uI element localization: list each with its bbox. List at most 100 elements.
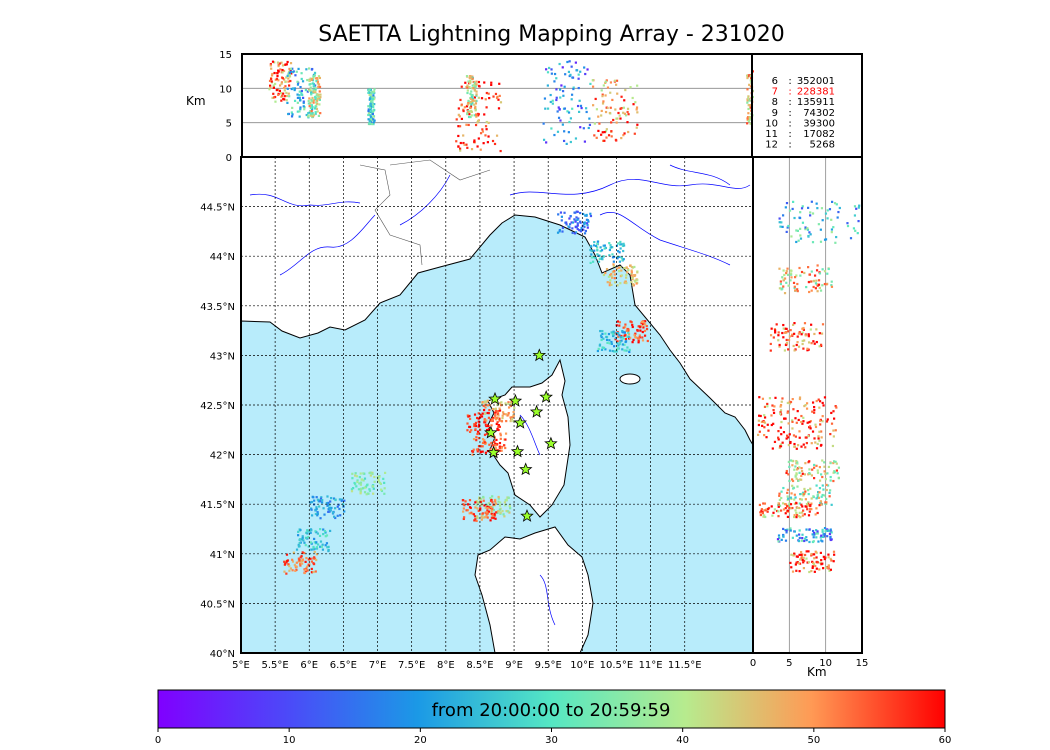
- corsica-island: [487, 358, 571, 518]
- altitude-cluster: [455, 80, 503, 153]
- lma-station-star: [510, 444, 525, 458]
- lon-tick-label: 11°E: [639, 660, 663, 671]
- lma-station-star: [484, 425, 498, 439]
- side-cluster: [758, 502, 823, 519]
- legend-count: 17082: [803, 129, 835, 140]
- sardinia-island: [474, 526, 594, 653]
- colorbar-tick-label: 30: [545, 735, 558, 746]
- lat-tick-label: 44°N: [210, 252, 235, 263]
- legend-count: 5268: [810, 140, 835, 151]
- lightning-cluster: [596, 329, 631, 354]
- altitude-tick-label: 0: [226, 153, 232, 164]
- lon-tick-label: 5°E: [232, 660, 250, 671]
- legend-count: 228381: [797, 87, 835, 98]
- lightning-cluster: [283, 550, 319, 575]
- lma-station-star: [529, 404, 544, 418]
- latitude-altitude-panel: 0 5 10 15 Km: [750, 156, 869, 679]
- lightning-cluster: [309, 495, 346, 520]
- legend-colon: :: [788, 87, 791, 98]
- altitude-axis-label: Km: [186, 94, 206, 108]
- side-cluster: [757, 420, 837, 450]
- lat-tick-label: 40°N: [210, 649, 235, 660]
- lma-station-star: [532, 348, 547, 362]
- lma-station-star: [520, 509, 534, 522]
- lon-tick-label: 9.5°E: [535, 660, 562, 671]
- lightning-cluster: [295, 528, 332, 553]
- lma-station-star: [544, 436, 558, 450]
- legend-hour: 7: [772, 87, 778, 98]
- legend-colon: :: [788, 108, 791, 119]
- lon-tick-label: 10°E: [570, 660, 594, 671]
- lon-tick-label: 10.5°E: [600, 660, 634, 671]
- lon-tick-label: 6.5°E: [330, 660, 357, 671]
- lat-tick-label: 42.5°N: [200, 401, 235, 412]
- side-tick-label: 15: [856, 658, 869, 669]
- lon-tick-label: 9°E: [505, 660, 523, 671]
- map-panel: 40°N 40.5°N 41°N 41.5°N 42°N 42.5°N 43°N 43.5°N…: [200, 156, 754, 671]
- side-tick-label: 5: [786, 658, 792, 669]
- time-colorbar: from 20:00:00 to 20:59:59 0 10 20 30 40 50 60: [155, 689, 952, 746]
- colorbar-tick-label: 10: [283, 735, 296, 746]
- lat-tick-label: 41°N: [210, 550, 235, 561]
- lat-tick-label: 43°N: [210, 351, 235, 362]
- lightning-cluster: [602, 263, 639, 287]
- lat-tick-label: 42°N: [210, 451, 235, 462]
- lat-tick-label: 43.5°N: [200, 302, 235, 313]
- lightning-cluster: [556, 210, 593, 235]
- side-cluster: [778, 200, 861, 244]
- altitude-cluster: [367, 88, 376, 126]
- side-cluster: [785, 459, 841, 483]
- side-cluster: [778, 264, 834, 295]
- legend-hour: 8: [772, 97, 778, 108]
- lon-tick-label: 8.5°E: [466, 660, 493, 671]
- colorbar-tick-label: 60: [939, 735, 952, 746]
- lon-tick-label: 5.5°E: [262, 660, 289, 671]
- legend-colon: :: [788, 97, 791, 108]
- legend-hour: 6: [772, 76, 778, 87]
- colorbar-tick-label: 40: [676, 735, 689, 746]
- lon-tick-label: 6°E: [300, 660, 318, 671]
- legend-hour: 10: [765, 118, 778, 129]
- legend-colon: :: [788, 129, 791, 140]
- side-axis-label: Km: [807, 665, 827, 679]
- lightning-cluster: [466, 408, 502, 433]
- legend-colon: :: [788, 118, 791, 129]
- national-borders: [359, 159, 491, 266]
- altitude-tick-label: 10: [219, 84, 232, 95]
- legend-hour: 11: [765, 129, 778, 140]
- lma-station-star: [518, 462, 533, 476]
- side-cluster: [789, 550, 836, 574]
- colorbar-gradient: [157, 689, 946, 729]
- altitude-cluster: [307, 74, 322, 118]
- legend-count: 74302: [803, 108, 835, 119]
- legend-colon: :: [788, 76, 791, 87]
- lon-tick-label: 8°E: [437, 660, 455, 671]
- lon-tick-label: 11.5°E: [668, 660, 702, 671]
- altitude-cluster: [268, 60, 293, 103]
- colorbar-tick-label: 50: [807, 735, 820, 746]
- altitude-cluster: [591, 79, 639, 142]
- lightning-cluster: [589, 240, 626, 265]
- altitude-cluster: [465, 74, 478, 119]
- lma-station-star: [513, 415, 527, 429]
- legend-hour: 9: [772, 108, 778, 119]
- lma-station-star: [539, 390, 553, 403]
- side-cluster: [776, 526, 833, 544]
- lma-station-star: [486, 445, 501, 459]
- side-tick-label: 0: [750, 658, 756, 669]
- lat-tick-label: 44.5°N: [200, 203, 235, 214]
- lat-tick-label: 40.5°N: [200, 599, 235, 610]
- side-tick-label: 10: [819, 658, 832, 669]
- altitude-cluster: [542, 60, 592, 145]
- legend-count: 352001: [797, 76, 835, 87]
- legend-colon: :: [788, 140, 791, 151]
- altitude-tick-label: 5: [226, 119, 232, 130]
- lma-station-star: [508, 393, 523, 407]
- lightning-cluster: [350, 471, 387, 496]
- lightning-cluster: [481, 398, 516, 423]
- legend-count: 39300: [803, 118, 835, 129]
- colorbar-tick-label: 0: [155, 735, 161, 746]
- lon-tick-label: 7.5°E: [398, 660, 425, 671]
- side-cluster: [777, 483, 833, 507]
